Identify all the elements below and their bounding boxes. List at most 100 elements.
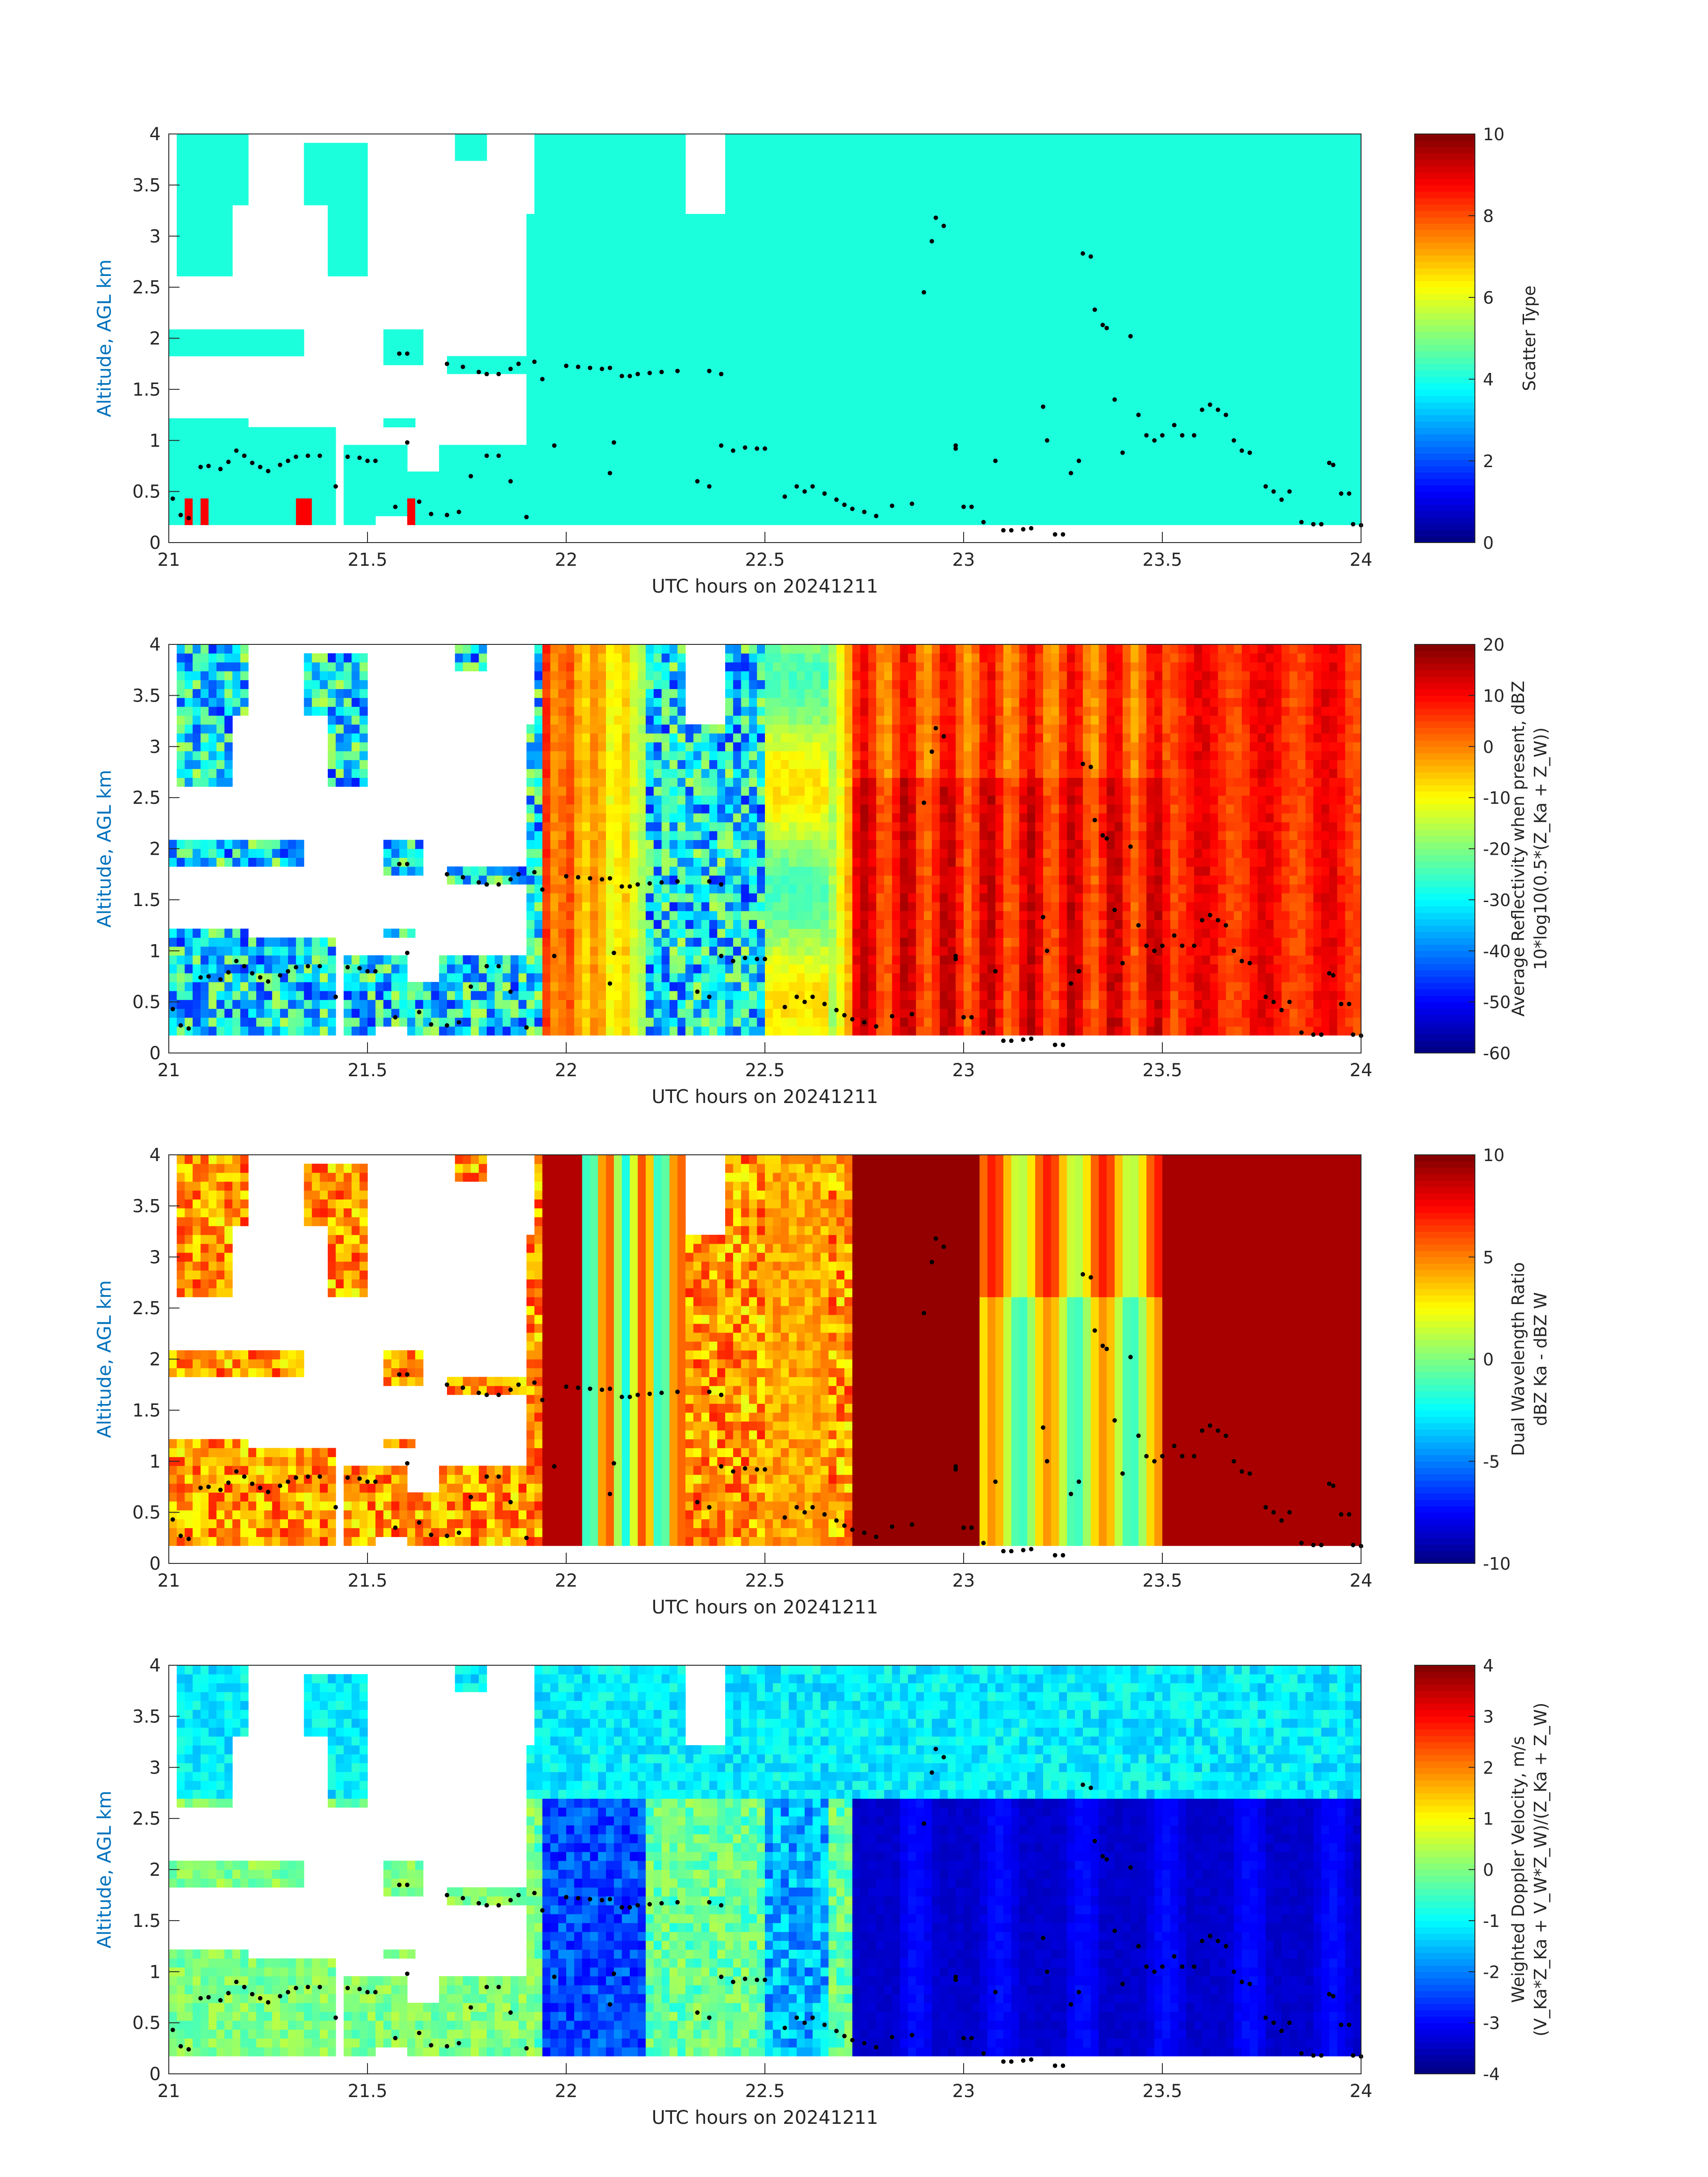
heatmap-cell [558, 338, 567, 347]
heatmap-cell [622, 142, 630, 152]
heatmap-cell [693, 214, 702, 223]
heatmap-cell [1234, 196, 1242, 205]
heatmap-cell [701, 516, 710, 525]
heatmap-cell [1146, 507, 1155, 516]
heatmap-cell [1123, 471, 1131, 481]
heatmap-cell [1202, 347, 1211, 356]
heatmap-cell [1083, 222, 1091, 232]
heatmap-cell [1226, 409, 1234, 419]
heatmap-cell [685, 329, 694, 339]
heatmap-cell [805, 462, 813, 472]
heatmap-cell [1282, 462, 1290, 472]
heatmap-cell [1051, 258, 1060, 267]
heatmap-cell [836, 462, 845, 472]
heatmap-cell [209, 329, 217, 339]
heatmap-cell [566, 276, 575, 285]
heatmap-cell [614, 302, 622, 312]
heatmap-cell [343, 169, 352, 179]
heatmap-cell [987, 516, 996, 525]
heatmap-cell [709, 498, 718, 508]
heatmap-cell [836, 382, 845, 392]
heatmap-cell [1274, 240, 1282, 250]
heatmap-cell [1234, 169, 1242, 179]
heatmap-cell [1242, 160, 1250, 170]
heatmap-cell [272, 498, 280, 508]
heatmap-cell [542, 356, 551, 365]
heatmap-cell [653, 285, 662, 294]
heatmap-cell [1242, 471, 1250, 481]
heatmap-cell [1265, 454, 1274, 463]
heatmap-cell [781, 382, 789, 392]
heatmap-cell [534, 142, 543, 152]
heatmap-cell [725, 480, 734, 490]
heatmap-cell [964, 142, 972, 152]
heatmap-cell [669, 480, 678, 490]
heatmap-cell [566, 302, 575, 312]
heatmap-cell [1282, 356, 1290, 365]
heatmap-cell [1170, 480, 1179, 490]
heatmap-cell [566, 258, 575, 267]
heatmap-cell [717, 320, 726, 330]
heatmap-cell [1003, 462, 1012, 472]
heatmap-cell [383, 489, 392, 499]
heatmap-cell [828, 294, 837, 303]
heatmap-cell [860, 142, 869, 152]
heatmap-cell [931, 418, 940, 428]
heatmap-cell [1289, 471, 1298, 481]
heatmap-cell [669, 489, 678, 499]
heatmap-cell [526, 276, 535, 285]
heatmap-cell [582, 374, 590, 383]
heatmap-cell [971, 231, 980, 241]
heatmap-cell [359, 267, 368, 276]
heatmap-cell [415, 338, 424, 347]
heatmap-cell [1003, 134, 1012, 143]
heatmap-cell [526, 267, 535, 276]
heatmap-cell [1123, 507, 1131, 516]
heatmap-cell [526, 294, 535, 303]
heatmap-cell [1019, 178, 1027, 188]
heatmap-cell [765, 222, 773, 232]
heatmap-cell [1249, 480, 1258, 490]
heatmap-cell [987, 222, 996, 232]
heatmap-cell [1115, 231, 1123, 241]
heatmap-cell [1202, 258, 1211, 267]
heatmap-cell [335, 267, 344, 276]
heatmap-cell [765, 196, 773, 205]
heatmap-cell [1194, 400, 1203, 410]
heatmap-cell [820, 151, 829, 161]
heatmap-cell [1138, 454, 1147, 463]
heatmap-cell [1202, 374, 1211, 383]
heatmap-cell [1027, 338, 1036, 347]
heatmap-cell [1067, 142, 1075, 152]
heatmap-cell [908, 302, 916, 312]
heatmap-cell [1154, 329, 1163, 339]
heatmap-cell [797, 507, 805, 516]
heatmap-cell [320, 160, 328, 170]
heatmap-cell [312, 151, 320, 161]
heatmap-cell [296, 471, 305, 481]
heatmap-cell [1249, 214, 1258, 223]
heatmap-cell [1035, 302, 1044, 312]
heatmap-cell [1154, 400, 1163, 410]
heatmap-cell [550, 276, 559, 285]
heatmap-cell [1098, 480, 1107, 490]
heatmap-cell [638, 365, 646, 374]
heatmap-cell [264, 480, 272, 490]
heatmap-cell [956, 498, 964, 508]
heatmap-cell [407, 489, 416, 499]
heatmap-cell [184, 418, 193, 428]
heatmap-cell [1218, 240, 1226, 250]
heatmap-cell [1210, 436, 1219, 445]
heatmap-cell [200, 436, 209, 445]
heatmap-cell [1274, 516, 1282, 525]
heatmap-cell [1035, 178, 1044, 188]
heatmap-cell [375, 471, 384, 481]
heatmap-cell [1249, 151, 1258, 161]
heatmap-cell [661, 187, 670, 196]
heatmap-cell [852, 205, 861, 214]
heatmap-cell [789, 160, 797, 170]
heatmap-cell [534, 294, 543, 303]
heatmap-cell [884, 142, 893, 152]
heatmap-cell [828, 391, 837, 401]
heatmap-cell [264, 516, 272, 525]
